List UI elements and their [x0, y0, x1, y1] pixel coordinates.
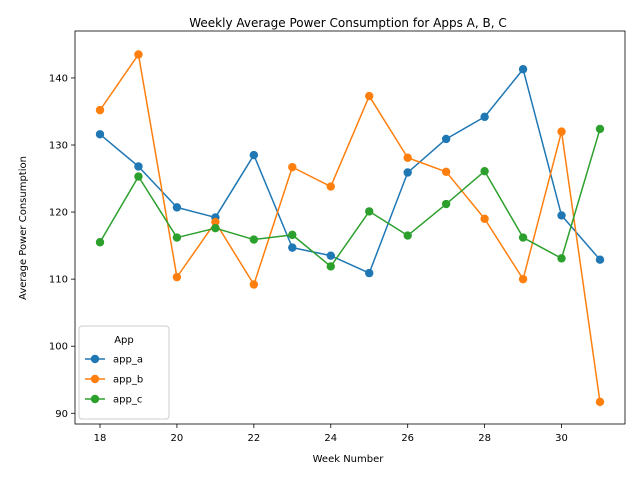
- y-tick-label: 100: [49, 342, 68, 353]
- legend-item: app_a: [85, 355, 143, 366]
- data-point: [518, 65, 528, 74]
- legend-items: app_a app_b app_c: [85, 355, 143, 406]
- x-tick-label: 24: [324, 433, 337, 444]
- y-tick-label: 90: [55, 409, 68, 420]
- data-point: [288, 230, 297, 240]
- data-point: [249, 235, 259, 244]
- legend-label: app_a: [113, 355, 143, 366]
- y-tick-label: 110: [49, 275, 68, 286]
- y-axis-title: Average Power Consumption: [18, 156, 29, 300]
- data-point: [365, 91, 374, 101]
- data-point: [518, 274, 528, 284]
- data-point: [172, 272, 182, 282]
- data-point: [441, 199, 451, 209]
- legend-marker: [90, 394, 100, 404]
- data-point: [480, 214, 489, 223]
- legend: App app_a app_b app_c: [78, 325, 170, 420]
- data-point: [134, 50, 143, 59]
- data-point: [326, 251, 335, 260]
- legend-label: app_b: [113, 375, 143, 386]
- data-point: [480, 166, 489, 176]
- data-point: [95, 105, 105, 115]
- data-point: [518, 233, 528, 242]
- x-tick-label: 22: [247, 433, 260, 444]
- data-point: [403, 231, 412, 240]
- legend-label: app_c: [113, 395, 142, 406]
- data-point: [365, 207, 374, 216]
- legend-title: App: [114, 335, 134, 346]
- data-point: [249, 280, 259, 289]
- series-line: [99, 53, 601, 402]
- data-point: [249, 150, 259, 160]
- x-axis-title: Week Number: [313, 454, 385, 465]
- data-point: [595, 255, 605, 264]
- data-point: [211, 217, 220, 227]
- data-point: [557, 254, 566, 263]
- data-point: [326, 182, 335, 191]
- series-line: [99, 128, 601, 268]
- x-axis: 18 20 22 24 26 28 30: [94, 424, 568, 444]
- series-app_c: [95, 124, 605, 271]
- data-point: [595, 397, 605, 407]
- data-point: [95, 130, 105, 139]
- legend-marker: [90, 374, 100, 384]
- plot-frame: [74, 30, 626, 425]
- x-tick-label: 20: [171, 433, 184, 444]
- x-tick-label: 26: [401, 433, 414, 444]
- data-point: [441, 134, 451, 144]
- legend-item: app_c: [85, 395, 142, 406]
- data-point: [134, 162, 143, 171]
- chart-title: Weekly Average Power Consumption for App…: [189, 16, 507, 30]
- y-tick-label: 140: [49, 73, 68, 84]
- plot-area: [95, 50, 605, 407]
- y-tick-label: 120: [49, 208, 68, 219]
- y-tick-label: 130: [49, 141, 68, 152]
- data-point: [134, 172, 143, 181]
- data-point: [365, 268, 374, 278]
- x-tick-label: 18: [94, 433, 107, 444]
- legend-item: app_b: [85, 375, 143, 386]
- data-point: [480, 112, 489, 122]
- series-line: [99, 68, 601, 274]
- data-point: [326, 262, 335, 271]
- data-point: [557, 127, 566, 136]
- data-point: [441, 167, 451, 177]
- data-point: [403, 153, 412, 162]
- y-axis: 90 100 110 120 130 140: [49, 73, 75, 420]
- data-point: [211, 223, 220, 233]
- x-tick-label: 28: [478, 433, 491, 444]
- data-point: [288, 243, 297, 252]
- legend-box: [78, 325, 170, 420]
- legend-marker: [90, 354, 100, 364]
- data-point: [95, 238, 105, 247]
- series-app_b: [95, 50, 605, 407]
- data-point: [595, 124, 605, 134]
- data-point: [288, 162, 297, 172]
- data-point: [172, 203, 182, 212]
- x-tick-label: 30: [555, 433, 568, 444]
- data-point: [557, 211, 566, 220]
- series-app_a: [95, 65, 605, 278]
- data-point: [403, 168, 412, 177]
- data-point: [172, 233, 182, 242]
